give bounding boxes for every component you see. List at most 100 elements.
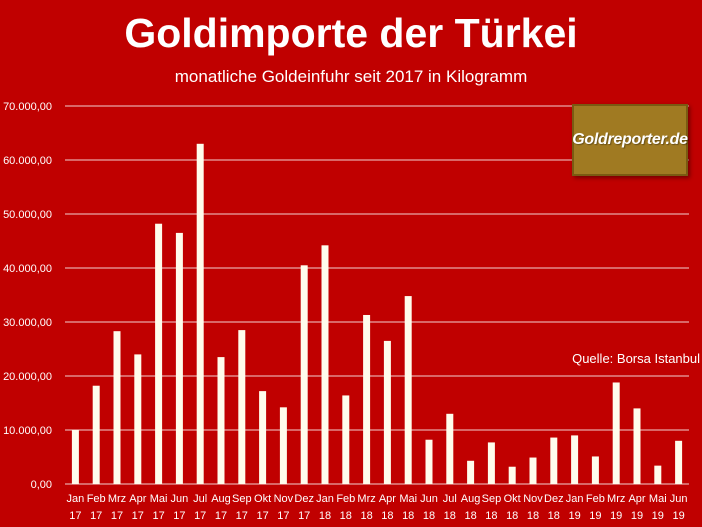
x-tick-month: Jun [420,493,438,505]
bar [571,435,579,484]
chart-title: Goldimporte der Türkei [124,10,578,56]
x-tick-year: 19 [672,510,684,522]
y-axis-tick-labels: 0,00 10.000,00 20.000,00 30.000,00 40.000,00… [3,101,52,491]
bar [404,296,412,484]
x-tick-year: 19 [652,510,664,522]
x-tick-month: Apr [379,493,396,505]
x-tick-month: Nov [274,493,294,505]
x-tick-year: 17 [215,510,227,522]
bar [71,430,79,484]
bar [259,391,267,484]
x-tick-month: Jan [566,493,584,505]
x-tick-year: 17 [132,510,144,522]
x-tick-year: 18 [464,510,476,522]
x-tick-month: Apr [129,493,146,505]
x-tick-year: 19 [589,510,601,522]
x-axis-tick-labels: Jan 17 Feb 17 Mrz 17 Apr 17 Mai 17 Jun 17 Jul 17 Aug 17… [67,493,688,522]
x-tick-year: 17 [194,510,206,522]
x-tick-month: Mai [150,493,168,505]
bar [612,382,620,484]
x-tick-month: Jun [670,493,688,505]
bar [92,385,100,484]
y-tick-label: 70.000,00 [3,101,52,113]
bar [196,143,204,485]
bars [71,143,683,485]
x-tick-month: Mai [399,493,417,505]
bar [591,456,599,484]
x-tick-month: Okt [504,493,521,505]
bar [383,340,391,484]
bar [487,442,495,484]
x-tick-month: Okt [254,493,271,505]
bar [238,330,246,484]
x-tick-month: Mrz [108,493,126,505]
bar [363,314,371,484]
y-tick-label: 40.000,00 [3,263,52,275]
x-tick-month: Sep [232,493,252,505]
bar [550,437,558,484]
y-tick-label: 10.000,00 [3,425,52,437]
x-tick-month: Mrz [357,493,375,505]
bar [279,407,287,484]
x-tick-year: 18 [444,510,456,522]
x-tick-year: 17 [256,510,268,522]
x-tick-month: Dez [294,493,314,505]
x-tick-year: 17 [173,510,185,522]
logo-text: Goldreporter.de [572,131,688,148]
bar [175,232,183,484]
x-tick-month: Jan [67,493,85,505]
chart-subtitle: monatliche Goldeinfuhr seit 2017 in Kilo… [174,67,528,86]
x-tick-month: Aug [461,493,481,505]
y-tick-label: 20.000,00 [3,371,52,383]
bar [446,413,454,484]
y-tick-label: 50.000,00 [3,209,52,221]
bar [529,457,537,484]
bar [633,408,641,484]
y-tick-label: 60.000,00 [3,155,52,167]
x-tick-month: Feb [87,493,106,505]
bar [155,223,163,484]
source-note: Quelle: Borsa Istanbul [572,351,700,366]
x-tick-year: 17 [277,510,289,522]
bar [675,440,683,484]
x-tick-month: Sep [482,493,502,505]
bar [342,395,350,484]
x-tick-year: 19 [631,510,643,522]
x-tick-year: 19 [610,510,622,522]
x-tick-year: 18 [506,510,518,522]
x-tick-month: Jan [316,493,334,505]
x-tick-month: Jun [171,493,189,505]
bar [113,331,121,484]
x-tick-year: 18 [360,510,372,522]
x-tick-year: 19 [568,510,580,522]
x-tick-year: 17 [298,510,310,522]
x-tick-month: Aug [211,493,231,505]
bar [300,265,308,484]
x-tick-month: Mrz [607,493,625,505]
x-tick-year: 18 [527,510,539,522]
x-tick-month: Jul [443,493,457,505]
bar [134,354,142,484]
bar [321,245,329,484]
x-tick-month: Dez [544,493,564,505]
x-tick-year: 17 [236,510,248,522]
x-tick-year: 18 [423,510,435,522]
x-tick-month: Mai [649,493,667,505]
goldreporter-logo: Goldreporter.de [572,104,688,176]
x-tick-year: 17 [152,510,164,522]
y-tick-label: 0,00 [31,479,52,491]
x-tick-year: 18 [402,510,414,522]
bar [217,357,225,484]
x-tick-year: 18 [548,510,560,522]
x-tick-year: 18 [381,510,393,522]
x-tick-month: Jul [193,493,207,505]
bar [654,465,662,484]
x-tick-year: 18 [340,510,352,522]
x-tick-month: Feb [586,493,605,505]
x-tick-year: 18 [485,510,497,522]
bar [467,460,475,484]
x-tick-month: Feb [336,493,355,505]
x-tick-year: 17 [111,510,123,522]
x-tick-month: Nov [523,493,543,505]
